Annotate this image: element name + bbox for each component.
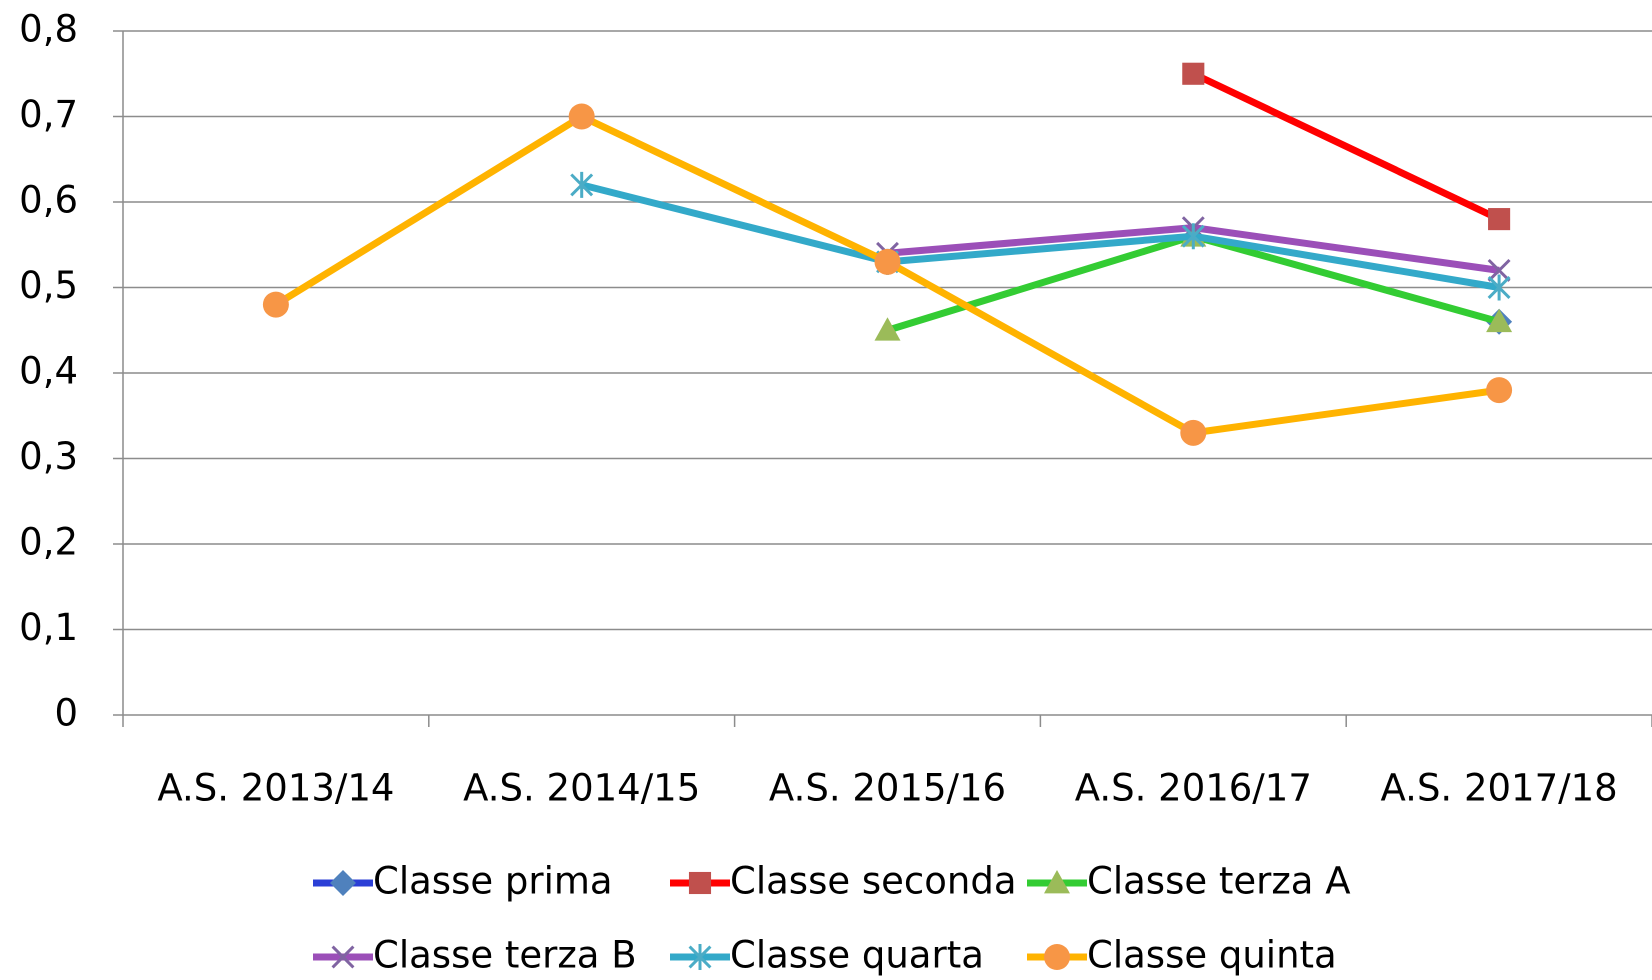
x-tick-label: A.S. 2016/17 xyxy=(1075,767,1312,810)
y-tick-label: 0,5 xyxy=(19,264,78,307)
marker xyxy=(1486,308,1513,333)
marker xyxy=(570,171,594,198)
legend-label: Classe quarta xyxy=(730,934,984,977)
x-tick-label: A.S. 2017/18 xyxy=(1381,767,1618,810)
marker xyxy=(1488,208,1511,231)
marker xyxy=(874,248,901,275)
marker xyxy=(1487,258,1511,282)
x-tick-label: A.S. 2015/16 xyxy=(769,767,1006,810)
y-tick-label: 0,7 xyxy=(19,93,78,136)
legend-label: Classe prima xyxy=(373,860,613,903)
marker xyxy=(331,945,355,969)
y-tick-label: 0,8 xyxy=(19,8,78,51)
marker xyxy=(688,871,712,895)
marker xyxy=(330,870,356,896)
marker xyxy=(1182,62,1205,85)
legend-label: Classe terza A xyxy=(1087,860,1351,903)
marker xyxy=(1180,419,1207,446)
marker xyxy=(688,944,712,970)
y-tick-label: 0,4 xyxy=(19,350,78,393)
y-tick-label: 0,1 xyxy=(19,606,78,649)
marker xyxy=(1487,274,1511,301)
x-tick-label: A.S. 2014/15 xyxy=(463,767,700,810)
marker xyxy=(1044,944,1070,970)
series-line xyxy=(580,181,1500,291)
x-tick-label: A.S. 2013/14 xyxy=(157,767,394,810)
marker xyxy=(1044,870,1070,894)
y-tick-label: 0,3 xyxy=(19,435,78,478)
marker xyxy=(874,317,901,341)
y-tick-label: 0,6 xyxy=(19,179,78,222)
y-tick-label: 0 xyxy=(54,692,78,735)
legend-label: Classe terza B xyxy=(373,934,637,977)
marker xyxy=(568,103,595,130)
series-line xyxy=(1191,70,1501,223)
legend-label: Classe seconda xyxy=(730,860,1017,903)
legend-label: Classe quinta xyxy=(1087,934,1337,977)
y-tick-label: 0,2 xyxy=(19,521,78,564)
marker xyxy=(262,291,289,318)
marker xyxy=(1486,377,1513,404)
marker xyxy=(1181,223,1205,250)
